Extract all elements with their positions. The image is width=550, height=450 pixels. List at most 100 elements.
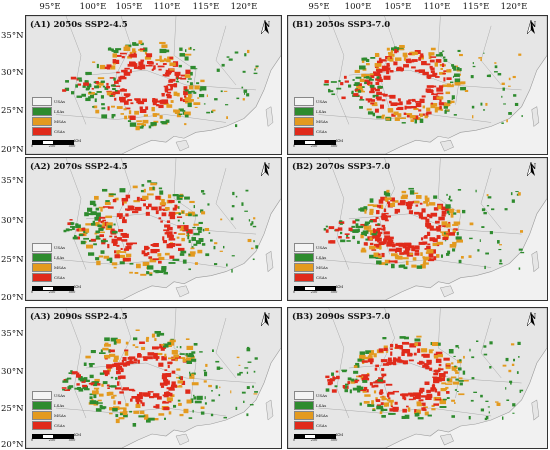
suitability-patch — [130, 398, 133, 402]
suitability-patch — [189, 46, 192, 50]
suitability-patch — [416, 401, 422, 405]
suitability-patch — [143, 203, 146, 207]
suitability-patch — [139, 410, 145, 415]
suitability-patch — [397, 113, 402, 117]
suitability-patch — [169, 62, 176, 66]
suitability-patch — [441, 63, 445, 68]
suitability-patch — [161, 356, 167, 361]
suitability-patch — [70, 76, 77, 80]
suitability-patch — [165, 85, 169, 89]
legend-label: MSAs — [54, 264, 66, 270]
suitability-patch — [392, 200, 399, 203]
suitability-patch — [130, 209, 136, 211]
suitability-patch — [400, 67, 404, 71]
suitability-patch — [247, 238, 252, 243]
suitability-patch — [387, 242, 395, 244]
suitability-patch — [178, 194, 184, 197]
suitability-patch — [406, 114, 410, 118]
suitability-patch — [169, 234, 174, 239]
suitability-patch — [361, 59, 365, 63]
suitability-patch — [109, 412, 113, 415]
suitability-patch — [452, 229, 456, 233]
suitability-patch — [95, 235, 100, 238]
province-border — [55, 114, 227, 123]
suitability-patch — [168, 357, 175, 360]
suitability-patch — [345, 237, 350, 239]
suitability-patch — [200, 411, 205, 415]
map-panel: (B3) 2090s SSP3-7.0 N USAs LSAs MSAs CSAs KM 0 2… — [287, 307, 548, 449]
suitability-patch — [119, 251, 127, 253]
suitability-patch — [353, 93, 359, 97]
legend-swatch — [32, 96, 52, 106]
suitability-patch — [106, 67, 111, 70]
suitability-patch — [329, 378, 335, 382]
suitability-patch — [428, 349, 433, 354]
suitability-patch — [366, 374, 370, 377]
suitability-patch — [418, 241, 426, 245]
suitability-patch — [180, 250, 187, 254]
suitability-patch — [120, 411, 125, 414]
suitability-patch — [359, 99, 365, 101]
suitability-patch — [122, 387, 129, 390]
hainan-island — [439, 433, 454, 446]
suitability-patch — [167, 83, 171, 86]
suitability-patch — [433, 369, 441, 372]
suitability-patch — [107, 387, 110, 389]
suitability-patch — [171, 381, 176, 386]
north-arrow-icon: N — [527, 312, 539, 326]
suitability-patch — [399, 44, 405, 48]
suitability-patch — [187, 232, 189, 236]
suitability-patch — [370, 361, 373, 365]
suitability-patch — [252, 385, 254, 388]
suitability-patch — [236, 356, 240, 359]
suitability-patch — [191, 358, 197, 362]
suitability-patch — [125, 341, 129, 345]
suitability-patch — [398, 264, 404, 268]
suitability-patch — [372, 409, 376, 412]
suitability-patch — [134, 272, 139, 274]
suitability-patch — [102, 206, 110, 208]
suitability-patch — [223, 90, 228, 92]
suitability-patch — [158, 413, 165, 416]
suitability-patch — [373, 71, 377, 74]
suitability-patch — [183, 225, 189, 230]
suitability-patch — [394, 57, 402, 61]
suitability-patch — [348, 84, 352, 88]
province-border — [480, 317, 502, 379]
suitability-patch — [408, 99, 415, 101]
suitability-patch — [371, 400, 374, 405]
suitability-patch — [137, 399, 142, 402]
suitability-patch — [364, 394, 371, 397]
lon-label: 100°E — [344, 2, 372, 12]
suitability-patch — [480, 102, 483, 106]
suitability-patch — [365, 238, 369, 241]
lat-label: 30°N — [1, 367, 24, 377]
suitability-patch — [145, 64, 153, 67]
suitability-patch — [124, 351, 129, 356]
suitability-patch — [379, 241, 382, 246]
china-map — [26, 16, 281, 154]
suitability-patch — [212, 349, 214, 352]
suitability-patch — [442, 398, 447, 401]
suitability-patch — [207, 203, 210, 206]
suitability-patch — [422, 71, 429, 76]
suitability-patch — [113, 394, 117, 397]
suitability-patch — [172, 194, 179, 197]
suitability-patch — [126, 209, 130, 211]
suitability-patch — [162, 394, 168, 396]
suitability-patch — [187, 91, 192, 94]
suitability-patch — [141, 184, 145, 187]
suitability-patch — [137, 359, 140, 364]
suitability-patch — [353, 370, 359, 374]
suitability-patch — [383, 347, 388, 351]
suitability-patch — [358, 225, 364, 229]
suitability-patch — [389, 248, 396, 252]
suitability-patch — [518, 267, 521, 270]
suitability-patch — [454, 365, 457, 368]
suitability-patch — [93, 105, 98, 109]
suitability-patch — [414, 395, 421, 399]
scale-bar: KM 0 250 500 — [31, 432, 82, 443]
suitability-patch — [147, 352, 155, 356]
suitability-patch — [473, 391, 478, 393]
suitability-patch — [489, 231, 493, 235]
